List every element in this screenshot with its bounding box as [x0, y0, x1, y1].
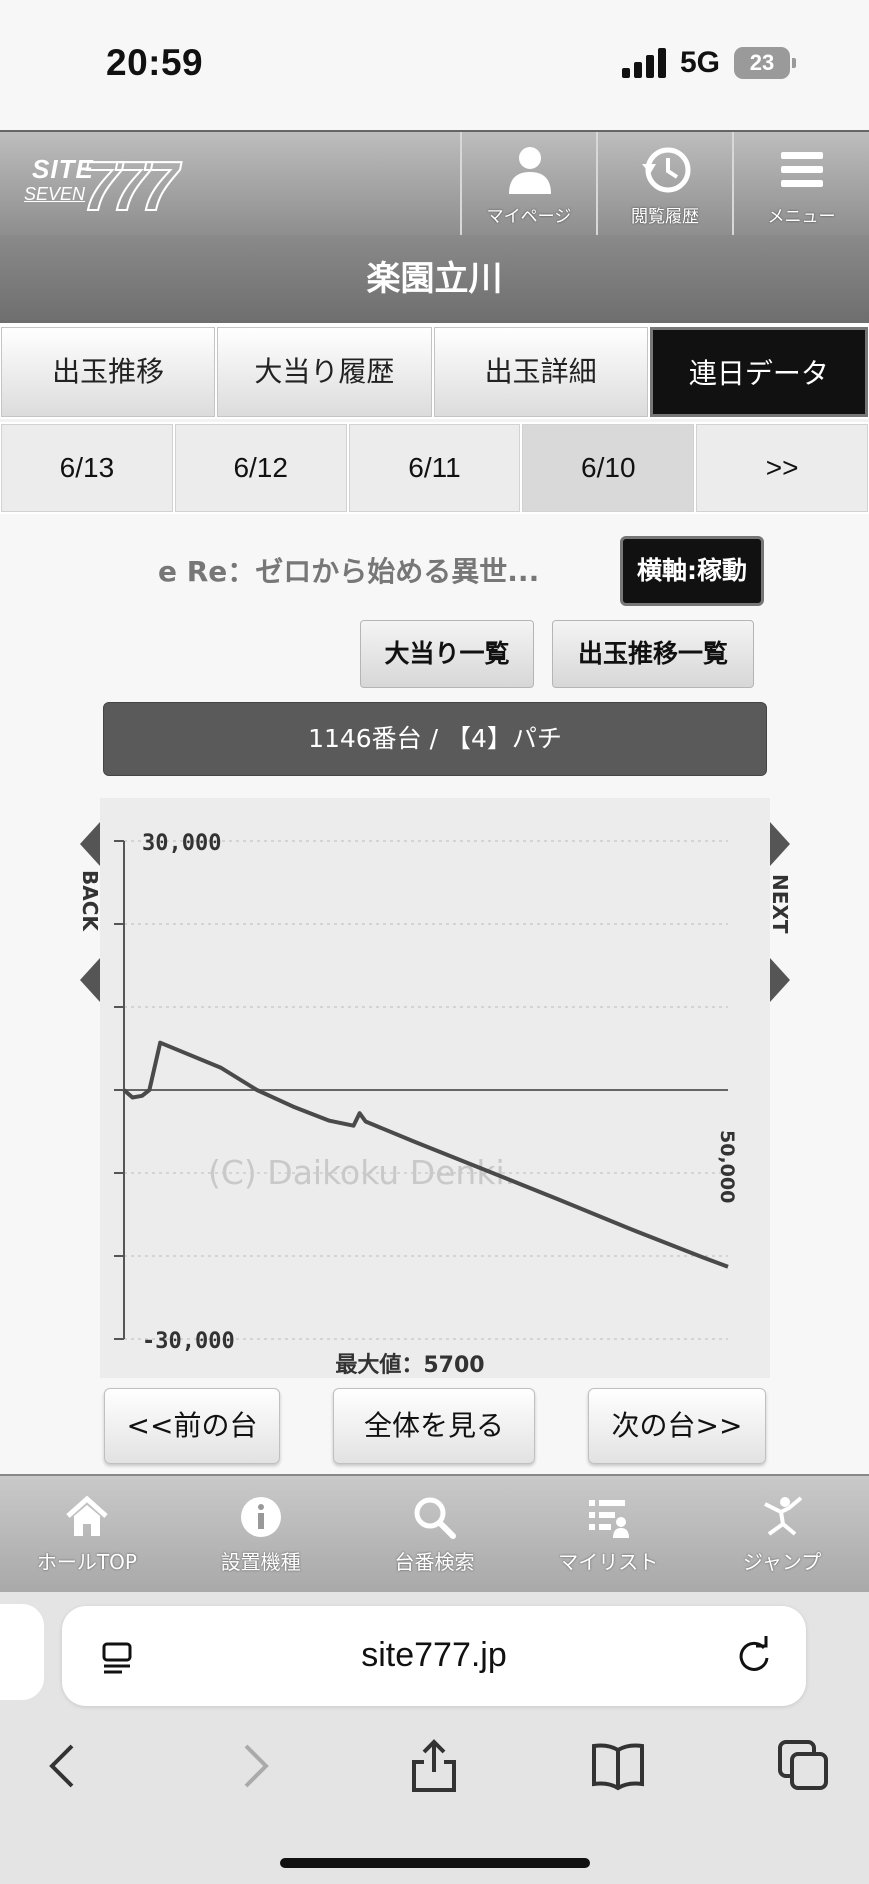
- tab-jackpot-history[interactable]: 大当り履歴: [217, 327, 432, 417]
- status-bar: 20:59 5G 23: [0, 0, 869, 130]
- chart-watermark: (C) Daikoku Denki.: [208, 1153, 515, 1192]
- history-icon: [642, 147, 691, 193]
- next-unit-button[interactable]: 次の台>>: [588, 1388, 766, 1464]
- reader-mode-icon[interactable]: [100, 1640, 136, 1676]
- payout-chart-svg: 30,000 -30,000 (C) Daikoku Denki. 50,000 最大値…: [114, 831, 738, 1378]
- address-bar[interactable]: site777.jp: [62, 1606, 806, 1706]
- date-tab-more[interactable]: >>: [696, 424, 868, 512]
- hall-title: 楽園立川: [0, 235, 869, 323]
- previous-tab-peek[interactable]: [0, 1604, 44, 1700]
- nav-hall-top-label: ホールTOP: [36, 1550, 137, 1574]
- back-arrow-icon[interactable]: [38, 1738, 94, 1794]
- date-tab-0612[interactable]: 6/12: [174, 424, 347, 512]
- payout-series-line: [122, 1040, 729, 1269]
- next-arrows-icon: [770, 822, 790, 1002]
- max-value-label: 最大値：5700: [335, 1353, 484, 1378]
- bottom-nav: ホールTOP 設置機種 台番検索 マイリスト ジャンプ: [0, 1474, 869, 1592]
- forward-arrow-icon[interactable]: [226, 1738, 282, 1794]
- network-type: 5G: [680, 46, 721, 79]
- nav-jump-label: ジャンプ: [742, 1550, 822, 1574]
- home-icon: [66, 1495, 108, 1536]
- unit-title: 1146番台 / 【4】パチ: [103, 702, 767, 776]
- axis-toggle-button[interactable]: 横軸:稼動: [620, 536, 764, 606]
- history-label: 閲覧履歴: [631, 207, 699, 227]
- nav-unit-search-label: 台番検索: [394, 1550, 475, 1574]
- site-seven-logo[interactable]: 777 SITE SEVEN: [22, 146, 180, 226]
- next-label: NEXT: [768, 874, 792, 934]
- tab-payout-trend[interactable]: 出玉推移: [1, 327, 216, 417]
- status-time: 20:59: [106, 42, 204, 83]
- menu-label: メニュー: [767, 207, 836, 227]
- nav-unit-search[interactable]: 台番検索: [348, 1476, 522, 1592]
- list-icon: [589, 1500, 630, 1538]
- jackpot-list-button[interactable]: 大当り一覧: [360, 620, 534, 688]
- bookmarks-icon[interactable]: [590, 1738, 646, 1794]
- payout-chart: 30,000 -30,000 (C) Daikoku Denki. 50,000 最大値…: [100, 798, 770, 1378]
- nav-my-list-label: マイリスト: [558, 1550, 659, 1574]
- info-icon: [240, 1497, 281, 1537]
- nav-installed-machines[interactable]: 設置機種: [174, 1476, 348, 1592]
- main-content: e Re：ゼロから始める異世... 横軸:稼動 大当り一覧 出玉推移一覧 114…: [0, 514, 869, 1474]
- y-tick-label-bottom: -30,000: [142, 1329, 235, 1354]
- nav-hall-top[interactable]: ホールTOP: [0, 1476, 174, 1592]
- back-nav[interactable]: BACK: [78, 822, 102, 1002]
- date-tabs: 6/13 6/12 6/11 6/10 >>: [0, 422, 869, 514]
- mypage-label: マイページ: [486, 207, 572, 227]
- logo-seven: SEVEN: [24, 184, 86, 204]
- history-button[interactable]: 閲覧履歴: [596, 132, 732, 235]
- data-tabs: 出玉推移 大当り履歴 出玉詳細 連日データ: [0, 323, 869, 419]
- logo-number: 777: [81, 146, 180, 226]
- back-label: BACK: [78, 870, 102, 931]
- menu-button[interactable]: メニュー: [732, 132, 869, 235]
- machine-name: e Re：ゼロから始める異世...: [158, 555, 540, 588]
- view-all-button[interactable]: 全体を見る: [333, 1388, 535, 1464]
- y-tick-label-top: 30,000: [142, 831, 221, 856]
- tab-payout-detail[interactable]: 出玉詳細: [433, 327, 648, 417]
- user-icon: [509, 147, 551, 194]
- nav-jump[interactable]: ジャンプ: [695, 1476, 869, 1592]
- cellular-signal-icon: [622, 48, 668, 78]
- hamburger-menu-icon: [781, 152, 823, 187]
- url-text: site777.jp: [361, 1636, 507, 1674]
- jump-icon: [764, 1496, 803, 1536]
- nav-my-list[interactable]: マイリスト: [521, 1476, 695, 1592]
- payout-list-button[interactable]: 出玉推移一覧: [552, 620, 754, 688]
- date-tab-0610[interactable]: 6/10: [522, 424, 695, 512]
- date-tab-0611[interactable]: 6/11: [348, 424, 521, 512]
- next-nav[interactable]: NEXT: [768, 822, 792, 1002]
- browser-chrome: site777.jp: [0, 1592, 869, 1884]
- site-header: 777 SITE SEVEN マイページ 閲覧履歴 メニュー: [0, 130, 869, 235]
- home-indicator: [280, 1858, 590, 1868]
- share-icon[interactable]: [406, 1738, 462, 1794]
- date-tab-0613[interactable]: 6/13: [1, 424, 173, 512]
- tabs-icon[interactable]: [776, 1738, 832, 1794]
- prev-unit-button[interactable]: <<前の台: [104, 1388, 280, 1464]
- mypage-button[interactable]: マイページ: [460, 132, 596, 235]
- logo-site: SITE: [32, 154, 94, 184]
- x-end-label: 50,000: [716, 1130, 738, 1203]
- nav-installed-machines-label: 設置機種: [220, 1550, 301, 1574]
- search-icon: [414, 1497, 457, 1539]
- battery-level: 23: [749, 50, 775, 75]
- reload-icon[interactable]: [734, 1636, 774, 1676]
- battery-icon: 23: [734, 47, 796, 79]
- tab-daily-data[interactable]: 連日データ: [649, 327, 868, 417]
- back-arrows-icon: [80, 822, 100, 1002]
